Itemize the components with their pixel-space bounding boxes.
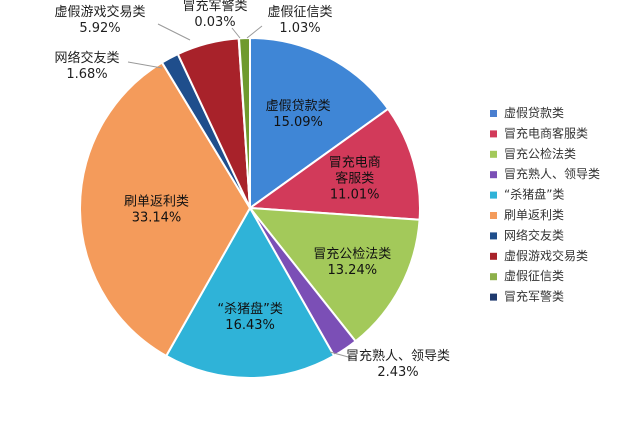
legend-item: 刷单返利类	[490, 208, 564, 222]
legend-swatch	[490, 191, 497, 199]
legend-label: 网络交友类	[504, 227, 564, 242]
slice-percent-label: 5.92%	[79, 21, 120, 36]
slice-percent-label: 0.03%	[194, 15, 235, 30]
legend-label: 虚假征信类	[504, 269, 564, 283]
legend-item: 冒充军警类	[490, 289, 564, 304]
legend-label: 冒充军警类	[504, 289, 564, 304]
legend-swatch	[490, 252, 497, 260]
legend-label: “杀猪盘”类	[504, 187, 564, 202]
slice-percent-label: 2.43%	[377, 365, 418, 380]
slice-name-label: 冒充电商	[329, 154, 381, 170]
legend-swatch	[490, 273, 497, 281]
slice-label-5: “杀猪盘”类16.43%	[217, 301, 282, 333]
leader-line-9	[231, 27, 241, 39]
slice-3	[247, 206, 421, 343]
legend-item: 冒充熟人、领导类	[490, 166, 600, 181]
pie-slices	[79, 36, 421, 379]
slice-name-label: 虚假贷款类	[266, 99, 331, 114]
legend-swatch	[490, 293, 497, 301]
slice-name-label: 虚假游戏交易类	[54, 4, 145, 20]
legend-item: 虚假征信类	[490, 269, 564, 283]
legend-swatch	[490, 110, 497, 117]
leader-line-10	[246, 25, 263, 39]
slice-name-label: 虚假征信类	[267, 5, 332, 20]
legend-item: “杀猪盘”类	[490, 187, 564, 202]
legend-item: 网络交友类	[490, 227, 564, 242]
slice-5	[164, 205, 336, 379]
legend-swatch	[490, 232, 497, 240]
slice-percent-label: 33.14%	[132, 210, 182, 225]
legend-swatch	[490, 212, 497, 219]
slice-name-label: 冒充军警类	[182, 0, 247, 14]
slice-10	[237, 36, 251, 209]
slice-name-label: 冒充公检法类	[313, 246, 391, 262]
slice-name-label: 刷单返利类	[124, 194, 189, 209]
legend-label: 刷单返利类	[504, 208, 564, 222]
legend-item: 虚假贷款类	[490, 106, 564, 120]
legend-item: 冒充公检法类	[490, 146, 576, 161]
slice-2	[247, 107, 421, 221]
slice-percent-label: 11.01%	[330, 187, 380, 202]
slice-name-label: “杀猪盘”类	[217, 301, 282, 317]
slice-percent-label: 13.24%	[328, 263, 378, 278]
legend-label: 冒充熟人、领导类	[504, 166, 600, 181]
slice-6	[79, 61, 252, 358]
slice-percent-label: 16.43%	[225, 318, 275, 333]
legend-label: 虚假游戏交易类	[504, 248, 588, 263]
legend-swatch	[490, 130, 497, 138]
leader-line-4	[329, 351, 353, 359]
slice-name-label: 客服类	[335, 170, 374, 186]
legend-label: 冒充公检法类	[504, 146, 576, 161]
leader-lines	[127, 23, 353, 359]
slice-1	[249, 36, 390, 210]
legend-label: 冒充电商客服类	[504, 125, 588, 140]
leader-line-8	[157, 23, 191, 41]
slice-percent-label: 1.68%	[66, 67, 107, 82]
legend-item: 虚假游戏交易类	[490, 248, 588, 263]
legend-label: 虚假贷款类	[504, 106, 564, 120]
legend-item: 冒充电商客服类	[490, 125, 588, 140]
slice-percent-label: 15.09%	[273, 115, 323, 130]
legend-swatch	[490, 171, 497, 179]
legend-swatch	[490, 150, 497, 158]
slice-name-label: 冒充熟人、领导类	[346, 348, 450, 364]
slice-name-label: 网络交友类	[54, 50, 119, 66]
slice-percent-label: 1.03%	[279, 21, 320, 36]
leader-line-7	[127, 61, 163, 69]
